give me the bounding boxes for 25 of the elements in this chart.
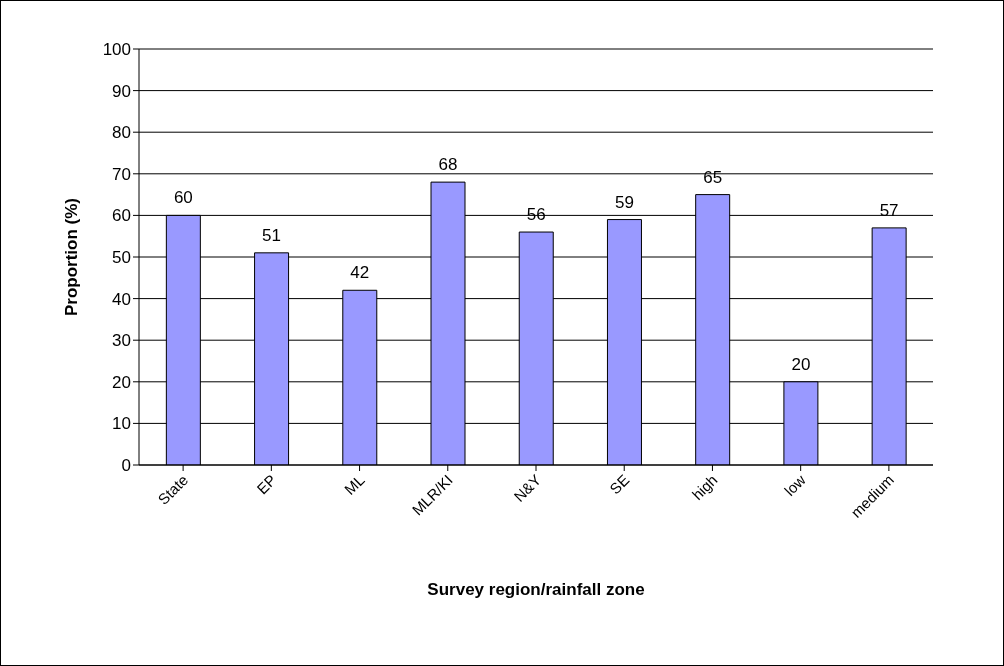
x-tick-label: low	[780, 470, 809, 500]
data-label: 51	[262, 225, 282, 245]
y-tick-label: 40	[112, 289, 131, 309]
data-label: 20	[791, 354, 811, 374]
y-tick-label: 50	[112, 248, 131, 268]
y-tick-label: 10	[112, 414, 131, 434]
x-tick-label: ML	[340, 471, 368, 498]
x-axis-title: Survey region/rainfall zone	[427, 580, 645, 599]
data-label: 57	[879, 200, 899, 220]
y-tick-label: 30	[112, 331, 131, 351]
x-tick-label: SE	[606, 471, 633, 498]
y-tick-label: 70	[112, 164, 131, 184]
data-label: 68	[438, 155, 458, 175]
x-tick-label: high	[688, 471, 721, 504]
data-label: 42	[350, 263, 370, 283]
y-tick-label: 80	[112, 123, 131, 143]
y-tick-label: 20	[112, 372, 131, 392]
y-tick-label: 60	[112, 206, 131, 226]
data-label: 59	[615, 192, 634, 212]
y-tick-label: 100	[102, 40, 131, 60]
x-tick-label: EP	[253, 471, 280, 498]
y-axis-title: Proportion (%)	[62, 197, 82, 317]
data-label: 60	[173, 188, 193, 208]
y-tick-label: 90	[112, 81, 131, 101]
y-tick-label: 0	[121, 456, 131, 476]
